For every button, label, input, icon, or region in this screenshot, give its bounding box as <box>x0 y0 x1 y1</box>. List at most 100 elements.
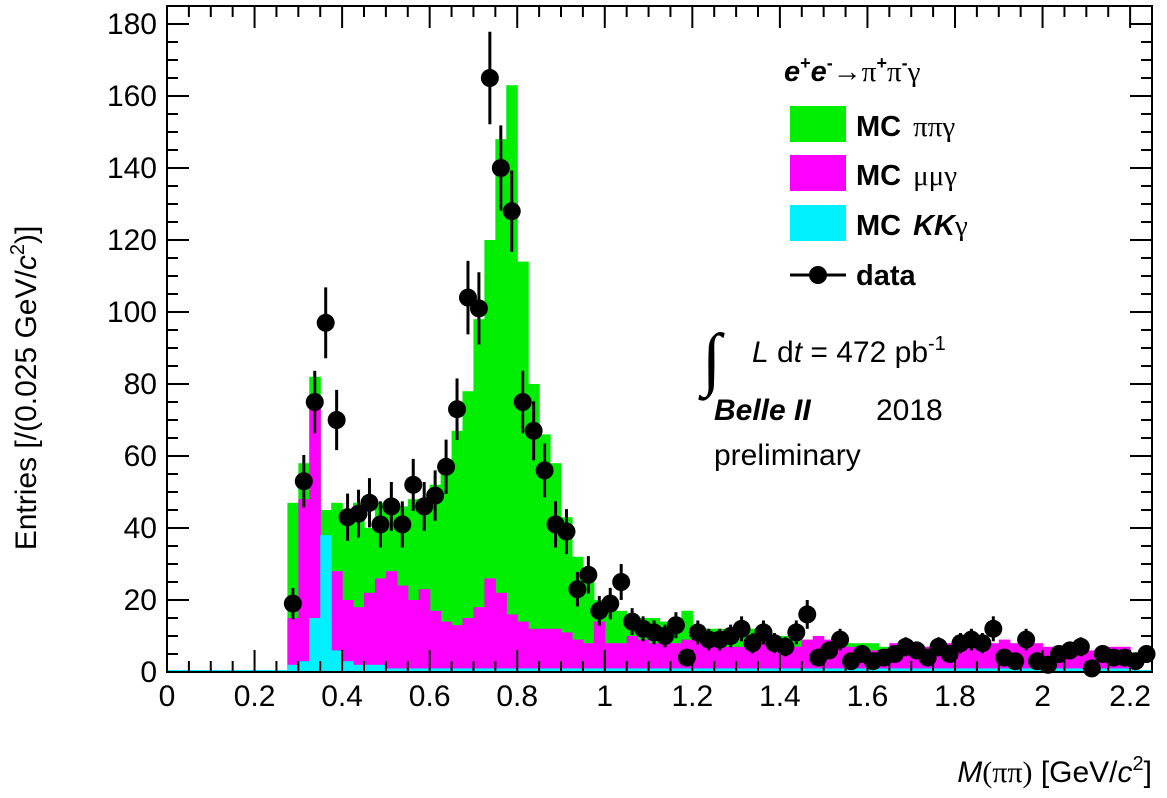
pipi-bar <box>287 502 299 672</box>
mumu-bar <box>955 643 967 672</box>
mumu-bar <box>593 621 606 672</box>
pipi-bar <box>539 434 551 672</box>
data-point <box>502 202 521 221</box>
data-point <box>448 400 467 419</box>
mumu-bar <box>418 589 431 672</box>
data-point <box>973 634 992 653</box>
y-tick-label: 80 <box>124 368 157 401</box>
mumu-bar <box>768 643 781 672</box>
legend-label-kk: MC KKγ <box>856 210 968 242</box>
pipi-bar <box>528 384 540 672</box>
y-tick-label: 100 <box>107 296 157 329</box>
legend-label-mumu: MC μμγ <box>856 160 957 192</box>
mumu-bar <box>626 636 639 672</box>
integral-sign: ∫ <box>698 321 725 401</box>
annotations: ∫ L dt = 472 pb-1 Belle II 2018 prelimin… <box>698 321 946 472</box>
data-point <box>601 594 620 613</box>
y-tick-label: 140 <box>107 152 157 185</box>
data-point <box>820 641 839 660</box>
mumu-bar <box>725 646 737 672</box>
data-point <box>743 634 762 653</box>
pipi-bar <box>342 510 354 672</box>
data-point <box>579 565 598 584</box>
mumu-bar <box>1075 643 1087 672</box>
pipi-bar <box>517 261 529 672</box>
mumu-bar <box>374 578 387 672</box>
data-point <box>1017 630 1036 649</box>
mumu-bar <box>648 643 661 672</box>
mumu-bar <box>703 643 715 672</box>
mumu-bar <box>353 607 365 672</box>
data-point <box>305 393 324 411</box>
data-point <box>984 619 1003 638</box>
mumu-bar <box>779 643 792 672</box>
data-point <box>535 461 554 480</box>
mumu-bar <box>747 639 759 672</box>
y-tick-label: 180 <box>107 8 157 41</box>
mumu-bar <box>911 650 923 672</box>
legend-data-marker <box>809 266 827 284</box>
kk-bar <box>287 664 299 672</box>
pipi-bar <box>561 517 573 672</box>
data-point <box>612 573 631 591</box>
data-point <box>393 515 412 534</box>
legend: e+e-→π+π-γ MC ππγ MC μμγ MC KKγ data <box>784 53 968 292</box>
data-point <box>294 472 313 491</box>
pipi-bar <box>506 85 518 672</box>
mumu-bar <box>517 621 529 672</box>
pipi-bar <box>353 502 365 672</box>
mumu-bar <box>933 646 945 672</box>
pipi-bar <box>495 139 507 672</box>
kk-bar <box>353 664 365 672</box>
x-tick-label: 0 <box>159 680 176 713</box>
y-tick-label: 60 <box>124 440 157 473</box>
legend-label-pipi: MC ππγ <box>856 111 955 143</box>
data-point <box>404 475 423 494</box>
data-point <box>513 393 532 411</box>
x-tick-label: 1.6 <box>847 680 889 713</box>
data-point <box>426 486 445 505</box>
data-point <box>655 627 674 645</box>
data-point <box>491 159 510 177</box>
kk-bar <box>374 664 387 672</box>
data-point <box>469 299 488 318</box>
luminosity-label: L dt = 472 pb-1 <box>752 333 946 369</box>
data-point <box>316 313 335 332</box>
mumu-bar <box>987 643 1000 672</box>
data-points <box>283 31 1156 678</box>
x-tick-label: 0.8 <box>496 680 538 713</box>
mumu-bar <box>834 643 847 672</box>
data-point <box>557 522 576 541</box>
y-tick-label: 160 <box>107 80 157 113</box>
mumu-bar <box>484 578 496 672</box>
mumu-bar <box>539 628 551 672</box>
data-point <box>754 623 773 642</box>
mumu-bar <box>287 618 299 672</box>
data-point <box>666 616 685 635</box>
data-point <box>283 594 302 613</box>
y-tick-label: 40 <box>124 512 157 545</box>
mumu-bar <box>309 398 321 672</box>
pipi-bar <box>484 240 496 672</box>
data-point <box>382 497 401 516</box>
kk-bar <box>342 661 354 672</box>
mumu-bar <box>582 643 595 672</box>
kk-bar <box>320 535 332 672</box>
data-point <box>327 411 346 429</box>
data-point <box>458 288 477 307</box>
y-axis-title: Entries [/(0.025 GeV/c2)] <box>7 226 43 551</box>
axes: 0 0.2 0.4 0.6 0.8 1 1.2 1.4 1.6 1.8 2 2.2 0 20 40 60 80 1… <box>107 5 1153 713</box>
data-point <box>371 515 390 534</box>
pipi-bar <box>473 319 485 672</box>
data-point <box>524 421 543 440</box>
mumu-bar <box>364 592 376 672</box>
mumu-bar <box>298 499 310 672</box>
data-point <box>360 493 379 512</box>
mumu-bar <box>965 646 978 672</box>
mumu-bar <box>561 632 573 672</box>
mumu-bar <box>451 625 464 672</box>
kk-bar <box>331 650 343 672</box>
mumu-bar <box>976 643 989 672</box>
mumu-bar <box>396 585 409 672</box>
